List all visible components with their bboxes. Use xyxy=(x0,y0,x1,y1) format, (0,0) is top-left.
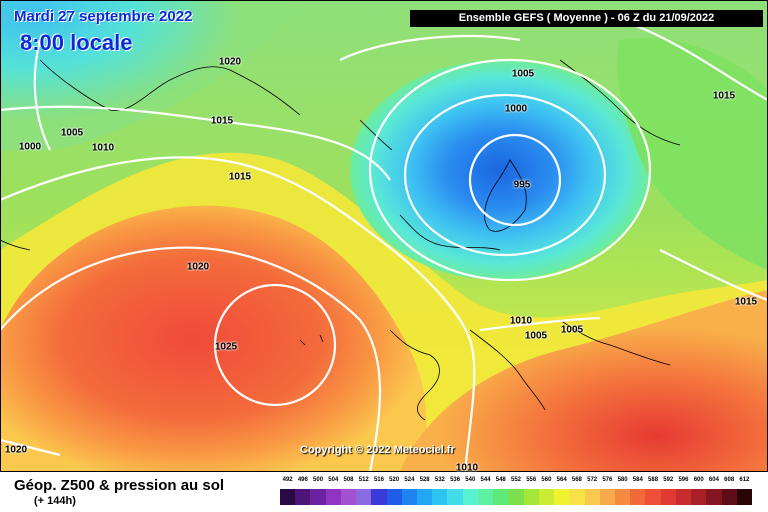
color-scale-tick: 552 xyxy=(510,477,522,483)
forecast-map xyxy=(0,0,768,472)
isobar-label: 1020 xyxy=(186,261,210,273)
forecast-lead-time: (+ 144h) xyxy=(34,495,76,507)
color-scale-swatch xyxy=(447,489,464,505)
isobar-label: 1005 xyxy=(60,127,84,139)
color-scale-tick: 580 xyxy=(617,477,628,483)
isobar-label: 1010 xyxy=(509,315,533,327)
color-scale-swatch xyxy=(325,489,342,505)
isobars xyxy=(0,18,768,472)
color-scale-tick: 568 xyxy=(571,477,582,483)
color-scale-tick: 544 xyxy=(480,477,491,483)
east-green-area xyxy=(617,38,768,270)
color-scale-tick: 604 xyxy=(708,477,719,483)
color-scale-swatch xyxy=(523,489,540,505)
isobar-label: 1005 xyxy=(511,68,535,80)
color-scale-tick: 532 xyxy=(434,477,445,483)
color-scale: 492 496 500 504 508 512 516 520 524 528 532 536 540 5… xyxy=(280,477,753,507)
color-scale-tick: 520 xyxy=(389,477,400,483)
forecast-date: Mardi 27 septembre 2022 xyxy=(14,8,193,25)
color-scale-swatch xyxy=(401,489,418,505)
color-scale-swatch xyxy=(630,489,646,505)
color-scale-tick: 500 xyxy=(313,477,324,483)
color-scale-tick: 572 xyxy=(587,477,598,483)
isobar-label: 1015 xyxy=(228,171,252,183)
isobar-label: 1005 xyxy=(560,324,584,336)
color-scale-tick: 524 xyxy=(404,477,415,483)
scandinavian-low-area xyxy=(350,60,650,280)
isobar-label: 1015 xyxy=(734,296,758,308)
color-scale-tick: 596 xyxy=(678,477,689,483)
color-scale-swatch xyxy=(599,489,616,505)
color-scale-swatch xyxy=(538,489,555,505)
legend-bar: Géop. Z500 & pression au sol (+ 144h) 49… xyxy=(0,472,768,512)
isobar-label: 1010 xyxy=(91,142,115,154)
isobar-label: 995 xyxy=(513,179,531,191)
color-scale-swatch xyxy=(584,489,601,505)
color-scale-swatch xyxy=(645,489,662,505)
isobar-label: 1020 xyxy=(218,56,242,68)
color-scale-swatch xyxy=(721,489,738,505)
color-scale-swatch xyxy=(554,489,570,505)
isobar-label: 1020 xyxy=(4,444,28,456)
color-scale-tick: 512 xyxy=(358,477,369,483)
isobar-label: 1000 xyxy=(504,103,528,115)
color-scale-swatch xyxy=(660,489,677,505)
color-scale-tick: 608 xyxy=(724,477,735,483)
color-scale-tick: 540 xyxy=(465,477,476,483)
isobar-label: 1015 xyxy=(210,115,234,127)
subtropical-high-area xyxy=(0,205,427,472)
color-scale-tick: 556 xyxy=(526,477,537,483)
mediterranean-warm-area xyxy=(400,290,768,472)
color-scale-swatch xyxy=(477,489,494,505)
isobar-label: 1010 xyxy=(455,462,479,474)
copyright-notice: Copyright © 2022 Meteociel.fr xyxy=(300,444,455,456)
color-scale-swatch xyxy=(508,489,525,505)
forecast-time: 8:00 locale xyxy=(20,30,133,55)
color-scale-tick: 536 xyxy=(450,477,461,483)
color-scale-swatch xyxy=(736,489,753,505)
model-run-label: Ensemble GEFS ( Moyenne ) - 06 Z du 21/0… xyxy=(410,10,763,27)
isobar-label: 1015 xyxy=(712,90,736,102)
color-scale-swatch xyxy=(280,489,296,505)
isobar-label: 1000 xyxy=(18,141,42,153)
color-scale-tick: 612 xyxy=(739,477,750,483)
isobar-label: 1005 xyxy=(524,330,548,342)
color-scale-swatch xyxy=(371,489,388,505)
color-scale-tick: 584 xyxy=(632,477,643,483)
color-scale-swatch xyxy=(386,489,403,505)
color-scale-swatch xyxy=(310,489,327,505)
color-scale-tick: 564 xyxy=(556,477,567,483)
color-scale-tick: 592 xyxy=(663,477,674,483)
color-scale-swatch xyxy=(462,489,479,505)
color-scale-swatch xyxy=(417,489,433,505)
isobar-label: 1025 xyxy=(214,341,238,353)
color-scale-tick: 600 xyxy=(693,477,704,483)
color-scale-swatch xyxy=(432,489,448,505)
color-scale-tick: 548 xyxy=(495,477,506,483)
color-scale-swatch xyxy=(706,489,723,505)
color-scale-swatch xyxy=(569,489,585,505)
color-scale-tick: 528 xyxy=(419,477,430,483)
color-scale-swatch xyxy=(340,489,357,505)
color-scale-swatch xyxy=(614,489,631,505)
color-scale-swatch xyxy=(356,489,372,505)
color-scale-tick: 576 xyxy=(602,477,613,483)
color-scale-tick: 492 xyxy=(282,477,293,483)
color-scale-tick: 504 xyxy=(328,477,339,483)
color-scale-tick: 588 xyxy=(648,477,659,483)
polar-cold-area xyxy=(0,0,300,151)
color-scale-swatch xyxy=(675,489,692,505)
color-scale-swatch xyxy=(493,489,509,505)
color-scale-tick: 560 xyxy=(541,477,552,483)
color-scale-tick: 516 xyxy=(373,477,384,483)
product-title: Géop. Z500 & pression au sol xyxy=(14,477,225,494)
color-scale-tick: 508 xyxy=(343,477,354,483)
color-scale-swatch xyxy=(691,489,707,505)
color-scale-tick: 496 xyxy=(297,477,308,483)
color-scale-swatch xyxy=(295,489,311,505)
